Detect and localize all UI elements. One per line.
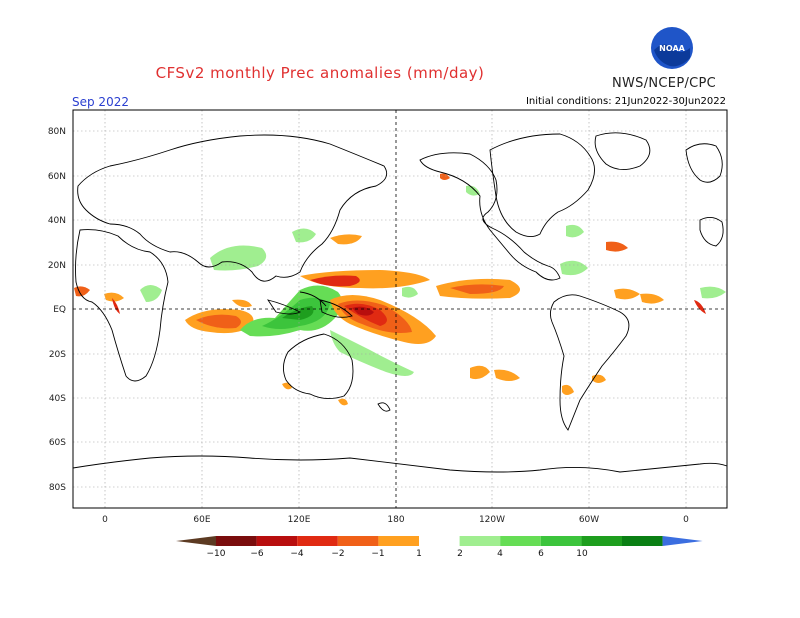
graticule	[73, 110, 727, 508]
colorbar-tick: 2	[457, 549, 463, 559]
lat-label: 60N	[48, 172, 66, 182]
colorbar-swatch	[337, 536, 379, 546]
colorbar-swatch	[297, 536, 338, 546]
lat-labels: 80N 60N 40N 20N EQ 20S 40S 60S 80S	[48, 127, 66, 493]
lon-label: 120E	[288, 515, 311, 525]
noaa-logo-text: NOAA	[659, 44, 685, 53]
map-frame	[72, 109, 728, 509]
anomaly-shading	[74, 173, 726, 406]
lat-label: EQ	[53, 305, 66, 315]
lon-labels: 0 60E 120E 180 120W 60W 0	[102, 515, 689, 525]
lat-label: 80S	[49, 483, 66, 493]
colorbar-tick: −10	[207, 549, 226, 559]
colorbar-tick: −6	[250, 549, 264, 559]
org-label: NWS/NCEP/CPC	[612, 76, 717, 91]
colorbar-tick: −2	[331, 549, 344, 559]
lat-label: 60S	[49, 438, 66, 448]
colorbar-swatch	[540, 536, 582, 546]
coastlines	[72, 132, 728, 473]
colorbar-tick: 10	[576, 549, 588, 559]
colorbar-arrow-low	[176, 536, 216, 546]
lon-label: 180	[387, 515, 404, 525]
lon-label: 0	[102, 515, 108, 525]
colorbar-swatch	[500, 536, 541, 546]
colorbar-tick: −4	[290, 549, 304, 559]
lon-label: 120W	[479, 515, 505, 525]
lat-label: 20N	[48, 261, 66, 271]
colorbar-swatch	[459, 536, 501, 546]
noaa-logo: NOAA	[651, 27, 693, 69]
lat-label: 40N	[48, 216, 66, 226]
lon-label: 0	[683, 515, 689, 525]
lat-label: 40S	[49, 394, 66, 404]
forecast-month: Sep 2022	[72, 95, 129, 109]
colorbar-swatch	[256, 536, 298, 546]
colorbar-tick: −1	[371, 549, 384, 559]
colorbar-tick: 1	[416, 549, 422, 559]
lon-label: 60W	[579, 515, 599, 525]
equator-dateline	[73, 110, 727, 508]
map-title: CFSv2 monthly Prec anomalies (mm/day)	[155, 64, 485, 82]
initial-conditions: Initial conditions: 21Jun2022-30Jun2022	[525, 96, 726, 107]
lon-label: 60E	[193, 515, 210, 525]
colorbar-swatch	[622, 536, 663, 546]
colorbar-swatch	[216, 536, 257, 546]
colorbar	[176, 536, 703, 546]
lat-label: 80N	[48, 127, 66, 137]
colorbar-tick: 4	[497, 549, 503, 559]
colorbar-swatch	[581, 536, 622, 546]
colorbar-tick: 6	[538, 549, 544, 559]
colorbar-swatch	[419, 536, 460, 546]
colorbar-arrow-high	[662, 536, 703, 546]
colorbar-swatch	[378, 536, 419, 546]
lat-label: 20S	[49, 350, 66, 360]
colorbar-ticks: −10 −6 −4 −2 −1 1 2 4 6 10	[207, 549, 588, 559]
